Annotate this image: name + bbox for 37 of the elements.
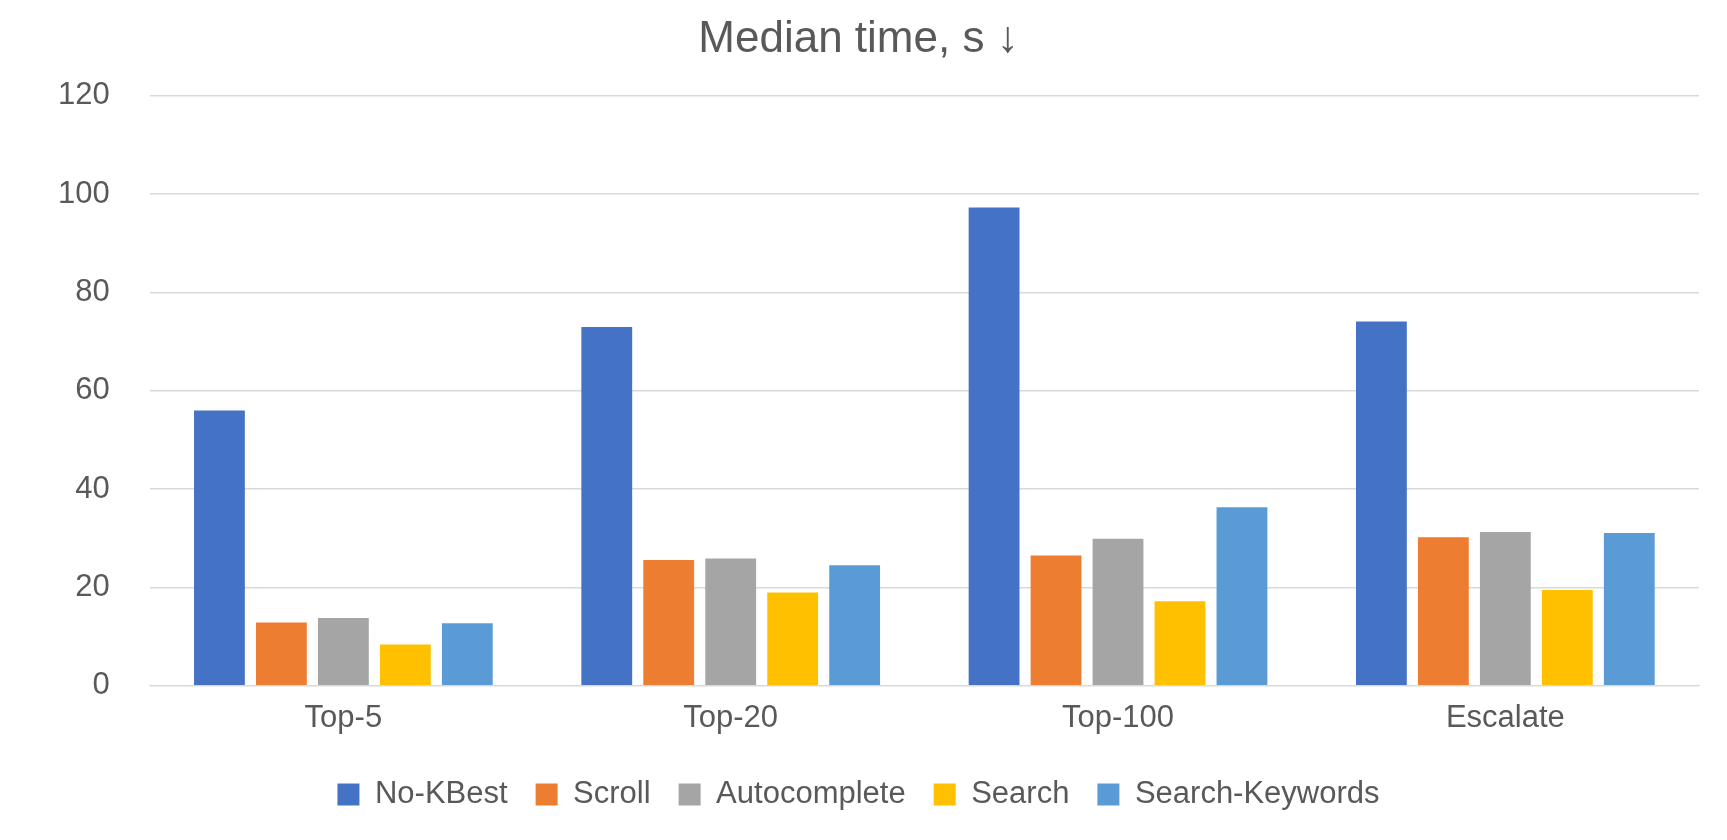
bar — [1541, 589, 1593, 686]
bar — [1216, 507, 1268, 686]
y-tick-label: 120 — [57, 76, 110, 112]
bar — [1030, 555, 1082, 686]
bar — [1092, 538, 1144, 686]
x-tick-label: Escalate — [1445, 698, 1565, 734]
legend-label: Search-Keywords — [1134, 775, 1380, 811]
bar — [643, 559, 695, 686]
x-tick-label: Top-20 — [683, 698, 779, 734]
y-tick-label: 0 — [92, 666, 110, 702]
bar — [1603, 532, 1655, 686]
bar — [968, 207, 1020, 686]
chart-title: Median time, s ↓ — [698, 11, 1019, 61]
bar — [194, 410, 245, 686]
bar — [581, 326, 633, 686]
y-tick-label: 40 — [75, 469, 110, 505]
bar — [1417, 537, 1469, 686]
y-tick-label: 20 — [75, 568, 110, 604]
bar — [256, 622, 307, 686]
legend-label: No-KBest — [374, 775, 508, 811]
bar — [1355, 321, 1407, 686]
bar — [767, 592, 819, 686]
bar — [441, 623, 493, 686]
legend-label: Autocomplete — [716, 775, 906, 811]
y-tick-label: 80 — [75, 273, 110, 309]
y-tick-label: 100 — [57, 174, 110, 210]
bar — [379, 644, 431, 686]
legend-label: Scroll — [573, 775, 651, 811]
legend-label: Search — [971, 775, 1070, 811]
bar — [317, 617, 369, 686]
bar — [1479, 531, 1531, 686]
y-tick-label: 60 — [75, 371, 110, 407]
bar — [705, 558, 757, 686]
bar — [829, 565, 881, 686]
x-tick-label: Top-5 — [304, 698, 383, 734]
bar — [1154, 601, 1206, 686]
x-tick-label: Top-100 — [1062, 698, 1175, 734]
